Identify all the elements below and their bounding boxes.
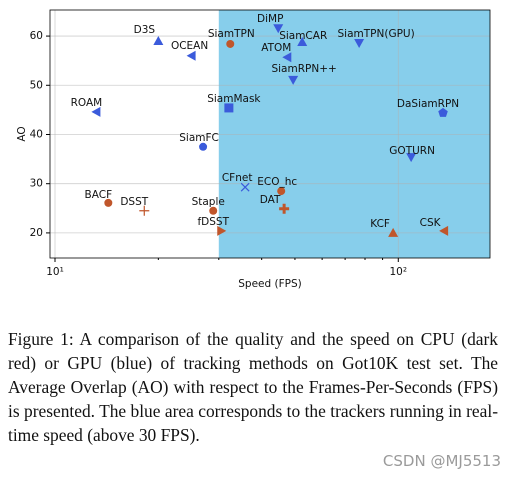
point-label: SiamRPN++: [271, 63, 336, 75]
point: [282, 52, 292, 63]
point: [406, 153, 417, 163]
point: [139, 205, 150, 216]
point: [354, 38, 365, 48]
point-label: SiamTPN: [208, 28, 255, 40]
point-label: BACF: [85, 189, 113, 201]
point: [217, 225, 227, 236]
realtime-area: [218, 10, 491, 258]
x-tick-label: 10¹: [46, 266, 64, 278]
watermark: CSDN @MJ5513: [382, 452, 501, 470]
point: [209, 206, 218, 215]
point: [226, 39, 235, 48]
point-label: SiamCAR: [279, 30, 327, 42]
caption: Figure 1: A comparison of the quality an…: [8, 329, 498, 445]
y-tick-label: 40: [30, 128, 43, 140]
point: [277, 187, 286, 196]
point-label: ECO_hc: [257, 176, 297, 188]
y-tick-label: 60: [30, 30, 43, 42]
point: [273, 24, 284, 34]
point-label: CFnet: [222, 172, 253, 184]
point: [438, 107, 448, 117]
point: [104, 198, 113, 207]
chart: 20 30 40 50 60 10¹ 10² Speed (FPS) AO D3S OCEAN ROA…: [16, 9, 491, 290]
point: [288, 75, 299, 85]
point-label: DSST: [120, 196, 148, 208]
point: [199, 142, 208, 151]
point-label: SiamTPN(GPU): [338, 28, 415, 40]
point: [240, 182, 250, 192]
x-axis-label: Speed (FPS): [238, 278, 301, 290]
plot-frame: [49, 9, 491, 259]
y-tick-label: 50: [30, 79, 43, 91]
point: [224, 103, 234, 113]
point: [91, 106, 101, 117]
point-label: fDSST: [197, 216, 229, 228]
point-label: DaSiamRPN: [397, 98, 459, 110]
point-label: ROAM: [71, 97, 103, 109]
point-label: Staple: [192, 196, 225, 208]
y-tick-label: 20: [30, 227, 43, 239]
point: [439, 225, 449, 236]
point-label: CSK: [420, 217, 442, 229]
point-label: ATOM: [261, 42, 291, 54]
point: [388, 227, 399, 237]
y-tick-label: 30: [30, 178, 43, 190]
point: [279, 203, 290, 214]
point: [297, 36, 308, 46]
point-label: D3S: [134, 24, 156, 36]
point-label: KCF: [370, 218, 390, 230]
point-label: GOTURN: [389, 145, 435, 157]
point-label: DiMP: [257, 13, 283, 25]
x-tick-label: 10²: [389, 266, 407, 278]
point-label: DAT: [260, 194, 281, 206]
point-label: SiamFC: [179, 132, 219, 144]
point-label: SiamMask: [207, 93, 261, 105]
point: [153, 36, 164, 45]
point-label: OCEAN: [171, 40, 208, 52]
y-axis-label: AO: [16, 126, 28, 141]
point: [186, 50, 196, 61]
